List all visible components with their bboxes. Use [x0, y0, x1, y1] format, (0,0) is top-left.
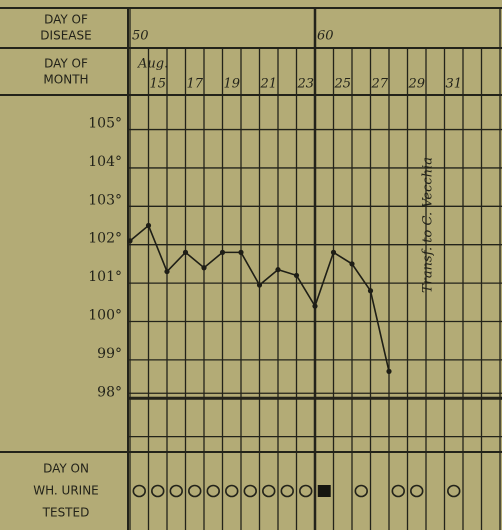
urine-test-mark [188, 484, 202, 498]
urine-test-mark [410, 484, 424, 498]
temperature-point [330, 249, 337, 255]
month-tick-label: 17 [186, 77, 203, 92]
month-tick-label: 25 [333, 77, 351, 92]
row-label: MONTH [43, 72, 88, 86]
urine-test-mark [132, 484, 146, 498]
temperature-point [349, 261, 355, 267]
temperature-point [367, 288, 374, 294]
month-tick-label: 15 [149, 77, 166, 92]
urine-test-mark [299, 484, 313, 498]
month-tick-label: 27 [370, 77, 388, 92]
y-tick-label: 105° [88, 116, 122, 132]
urine-test-filled [317, 485, 331, 497]
annotation: Transf. to C. Vecchia [421, 157, 436, 293]
month-tick-label: 31 [445, 77, 462, 92]
y-tick-label: 103° [88, 192, 122, 208]
month-tick-label: 23 [296, 77, 314, 92]
temperature-point [386, 368, 392, 374]
y-tick-label: 104° [88, 154, 122, 170]
x-tick-label: 60 [317, 29, 334, 44]
urine-test-mark [354, 484, 368, 498]
month-name: Aug. [137, 57, 168, 72]
temperature-point [145, 222, 152, 229]
temperature-point [182, 249, 189, 255]
temperature-point [127, 238, 133, 244]
temperature-point [312, 303, 318, 309]
temperature-point [293, 272, 300, 279]
urine-test-mark [169, 484, 183, 498]
urine-test-mark [280, 484, 294, 498]
month-tick-label: 19 [223, 77, 240, 92]
urine-test-mark [206, 484, 220, 498]
temperature-point [219, 249, 226, 255]
month-tick-label: 21 [259, 77, 277, 92]
temperature-point [275, 267, 281, 273]
urine-test-mark [391, 484, 405, 498]
y-tick-label: 101° [88, 269, 122, 285]
temperature-point [164, 268, 170, 275]
urine-test-mark [225, 484, 239, 498]
y-tick-label: 100° [88, 307, 122, 323]
urine-test-mark [447, 484, 461, 498]
y-tick-label: 99° [97, 346, 122, 362]
temperature-point [201, 265, 207, 271]
urine-test-mark [262, 484, 276, 498]
temperature-point [256, 282, 263, 288]
urine-test-mark [243, 484, 257, 498]
y-tick-label: 98° [97, 384, 122, 400]
temperature-point [238, 249, 244, 255]
row-label: TESTED [42, 506, 90, 520]
row-label: WH. URINE [33, 484, 99, 498]
y-tick-label: 102° [88, 231, 122, 247]
row-label: DAY ON [43, 462, 89, 476]
row-label: DISEASE [40, 28, 91, 42]
month-tick-label: 29 [407, 77, 425, 92]
x-tick-label: 50 [132, 29, 149, 44]
urine-test-mark [151, 484, 165, 498]
row-label: DAY OF [44, 57, 88, 71]
row-label: DAY OF [44, 13, 88, 27]
